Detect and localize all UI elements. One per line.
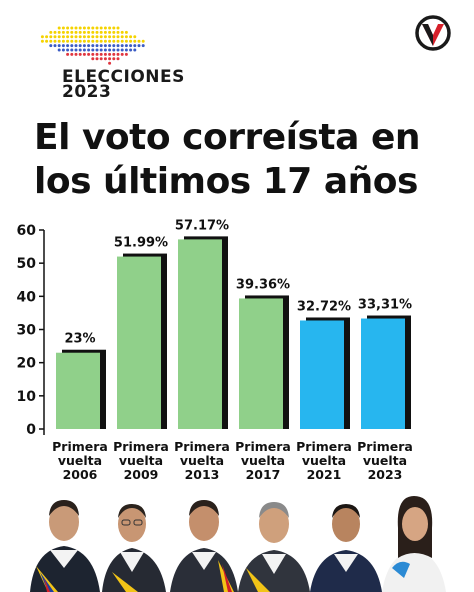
bar-value-label: 32.72% — [297, 299, 351, 314]
x-tick-year: 2021 — [307, 467, 342, 482]
candidate-photo-2006 — [30, 500, 100, 592]
v-logo-icon — [415, 15, 451, 51]
bar-2017 — [239, 298, 283, 429]
bar-2006 — [56, 352, 100, 429]
x-tick-label: vuelta — [180, 453, 224, 468]
candidate-photos — [30, 496, 446, 592]
y-tick-label: 20 — [17, 356, 37, 372]
x-tick-year: 2017 — [246, 467, 281, 482]
logo-line1: ELECCIONES — [62, 67, 185, 87]
bar-2009 — [117, 256, 161, 429]
y-tick-label: 40 — [17, 289, 37, 305]
y-tick-label: 50 — [17, 256, 37, 272]
candidate-photo-2021 — [310, 504, 382, 592]
x-tick-label: Primera — [235, 439, 291, 454]
x-tick-label: vuelta — [58, 453, 102, 468]
x-tick-label: Primera — [357, 439, 413, 454]
bar-2023 — [361, 318, 405, 429]
x-tick-year: 2023 — [368, 467, 403, 482]
bar-value-label: 33,31% — [358, 298, 412, 313]
x-axis-labels: Primeravuelta2006Primeravuelta2009Primer… — [52, 439, 413, 482]
x-tick-year: 2009 — [124, 467, 159, 482]
y-axis: 0 10 20 30 40 50 60 — [17, 223, 45, 438]
y-tick-label: 60 — [17, 223, 37, 239]
x-tick-label: Primera — [52, 439, 108, 454]
x-tick-label: vuelta — [119, 453, 163, 468]
candidate-photo-2013 — [170, 500, 238, 592]
headline-line1: El voto correísta en — [34, 117, 420, 158]
y-tick-label: 30 — [17, 323, 37, 339]
candidate-photo-2017 — [238, 502, 310, 592]
x-tick-year: 2013 — [185, 467, 220, 482]
elections-logo-text: ELECCIONES 2023 — [62, 67, 185, 102]
x-tick-label: vuelta — [363, 453, 407, 468]
bars: 23% 51.99% 57.17% 39.36% 32.72% 33,31% — [56, 218, 412, 429]
candidate-photo-2023 — [382, 496, 446, 592]
bar-chart: 0 10 20 30 40 50 60 23% 51.99% 57.17% 39.36% 32.72… — [17, 218, 413, 482]
bar-2013 — [178, 239, 222, 429]
x-tick-label: vuelta — [241, 453, 285, 468]
x-tick-year: 2006 — [63, 467, 98, 482]
ecuador-map-logo — [40, 26, 145, 65]
x-tick-label: vuelta — [302, 453, 346, 468]
x-tick-label: Primera — [113, 439, 169, 454]
headline: El voto correísta en los últimos 17 años — [34, 116, 454, 204]
bar-value-label: 51.99% — [114, 236, 168, 251]
bar-value-label: 23% — [64, 332, 95, 347]
candidate-photo-2009 — [102, 504, 166, 592]
bar-2021 — [300, 320, 344, 429]
y-tick-label: 10 — [17, 389, 37, 405]
x-tick-label: Primera — [174, 439, 230, 454]
logo-line2: 2023 — [62, 82, 112, 102]
bar-value-label: 57.17% — [175, 218, 229, 233]
bar-value-label: 39.36% — [236, 277, 290, 292]
x-tick-label: Primera — [296, 439, 352, 454]
headline-line2: los últimos 17 años — [34, 161, 418, 202]
y-tick-label: 0 — [26, 422, 36, 438]
